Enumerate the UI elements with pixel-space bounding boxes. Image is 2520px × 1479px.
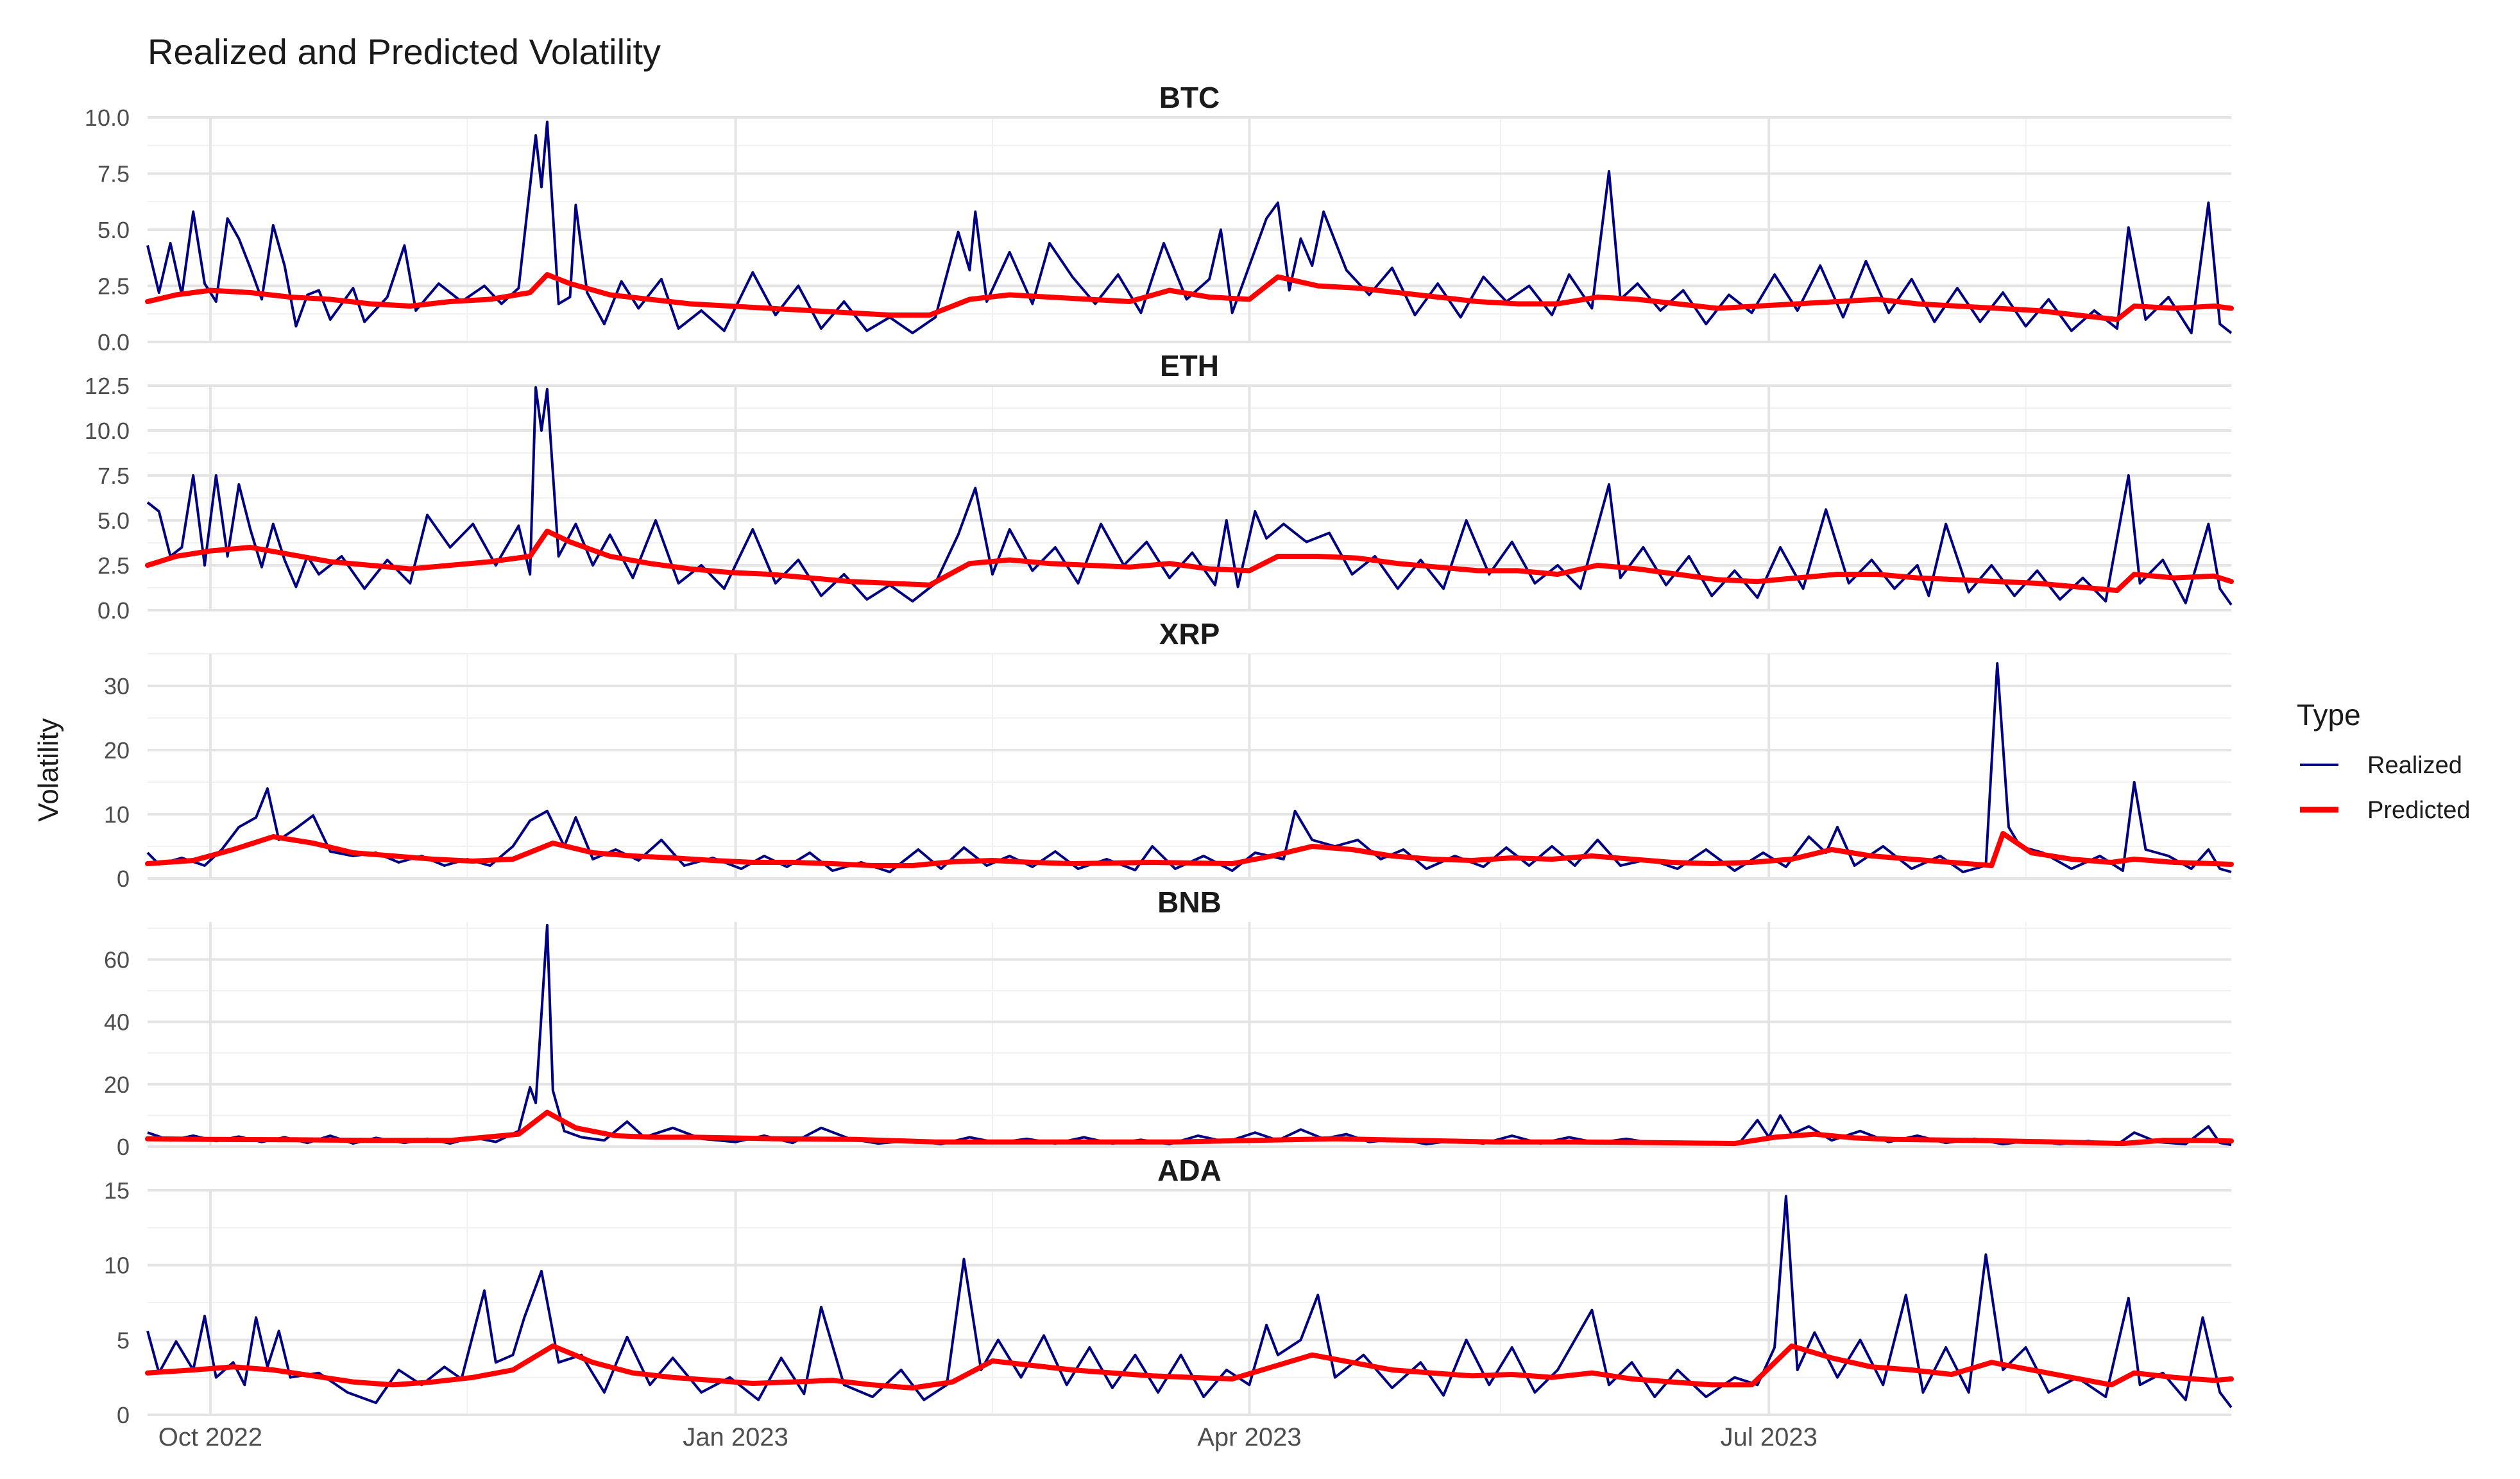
series-predicted-ada <box>145 1343 2234 1390</box>
facet-ada: ADA 0 5 10 15 <box>104 1154 2234 1428</box>
legend-label-realized: Realized <box>2367 752 2462 779</box>
y-axis-label: Volatility <box>33 718 64 821</box>
chart-title: Realized and Predicted Volatility <box>148 31 661 72</box>
y-tick-label: 0 <box>117 1134 130 1160</box>
legend-label-predicted: Predicted <box>2367 797 2471 824</box>
facet-title-bnb: BNB <box>1157 885 1222 919</box>
legend: Type Realized Predicted <box>2297 698 2471 824</box>
y-tick-label: 10 <box>104 1252 130 1279</box>
facet-btc: BTC 0.0 2.5 5.0 7.5 10.0 <box>85 81 2234 355</box>
y-tick-label: 10 <box>104 801 130 828</box>
x-tick-label: Apr 2023 <box>1197 1423 1301 1451</box>
facet-title-ada: ADA <box>1157 1154 1222 1187</box>
y-tick-label: 7.5 <box>98 161 130 187</box>
y-tick-label: 20 <box>104 1072 130 1098</box>
facet-title-btc: BTC <box>1159 81 1220 114</box>
y-tick-label: 20 <box>104 737 130 764</box>
y-tick-label: 10.0 <box>85 418 130 444</box>
y-tick-label: 0 <box>117 1402 130 1428</box>
y-tick-label: 0.0 <box>98 597 130 624</box>
facet-eth: ETH 0.0 2.5 5.0 7.5 10.0 12.5 <box>85 349 2234 624</box>
y-tick-label: 15 <box>104 1177 130 1204</box>
y-tick-label: 60 <box>104 946 130 973</box>
x-tick-label: Jan 2023 <box>683 1423 788 1451</box>
legend-title: Type <box>2297 698 2361 731</box>
series-predicted-xrp <box>145 831 2234 868</box>
facet-bnb: BNB 0 20 40 60 <box>104 885 2234 1160</box>
facet-xrp: XRP 0 10 20 30 <box>104 617 2234 892</box>
y-tick-label: 7.5 <box>98 463 130 489</box>
y-tick-label: 5 <box>117 1327 130 1353</box>
y-tick-label: 10.0 <box>85 105 130 131</box>
y-tick-label: 5.0 <box>98 508 130 534</box>
series-realized-xrp <box>146 662 2232 873</box>
y-tick-label: 2.5 <box>98 552 130 579</box>
y-tick-label: 30 <box>104 673 130 699</box>
series-predicted-bnb <box>145 1109 2234 1147</box>
series-predicted-eth <box>145 528 2234 594</box>
y-tick-label: 40 <box>104 1009 130 1036</box>
series-realized-eth <box>146 386 2233 606</box>
series-realized-ada <box>146 1195 2233 1408</box>
x-axis: Oct 2022 Jan 2023 Apr 2023 Jul 2023 <box>158 1423 1818 1451</box>
y-tick-label: 0.0 <box>98 329 130 355</box>
y-tick-label: 12.5 <box>85 373 130 399</box>
y-tick-label: 5.0 <box>98 217 130 243</box>
y-tick-label: 0 <box>117 866 130 892</box>
facet-title-xrp: XRP <box>1159 617 1220 651</box>
series-predicted-btc <box>145 272 2234 322</box>
facet-panels: BTC 0.0 2.5 5.0 7.5 10.0 ETH 0.0 2.5 5.0 7.5 10.0 12… <box>85 81 2234 1428</box>
facet-title-eth: ETH <box>1160 349 1219 382</box>
x-tick-label: Oct 2022 <box>158 1423 262 1451</box>
y-tick-label: 2.5 <box>98 273 130 300</box>
series-realized-btc <box>146 121 2233 334</box>
x-tick-label: Jul 2023 <box>1721 1423 1818 1451</box>
